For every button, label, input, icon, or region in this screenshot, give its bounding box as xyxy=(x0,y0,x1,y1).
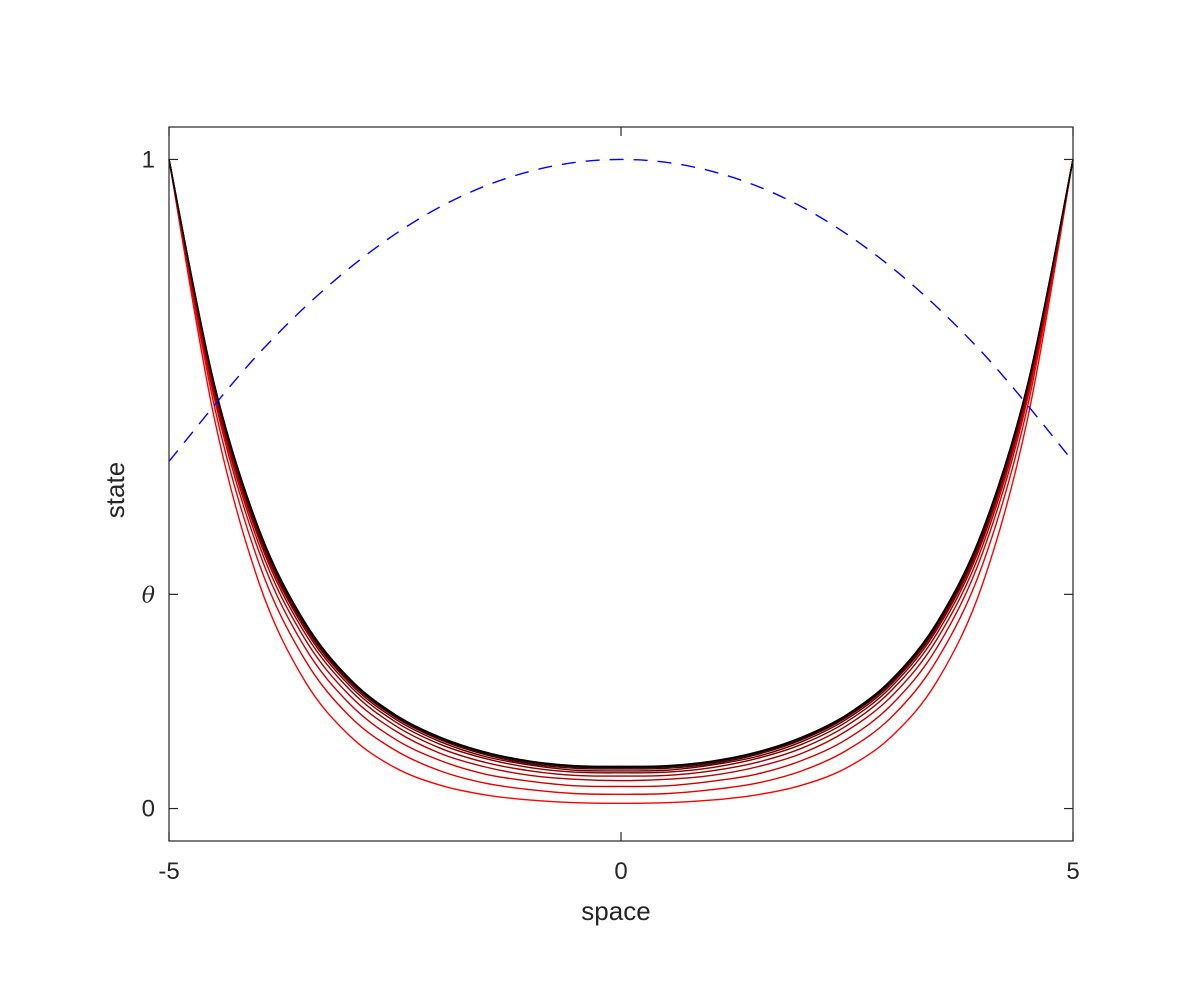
series-line-3 xyxy=(168,159,1074,788)
x-tick-label-1: -5 xyxy=(158,858,179,885)
series-line-7 xyxy=(168,159,1074,772)
series-line-6 xyxy=(168,159,1074,774)
y-axis-label: state xyxy=(100,462,130,518)
series-line-1 xyxy=(168,159,1074,805)
x-tick-label-3: 5 xyxy=(1066,858,1079,885)
y-axis: 0 θ 1 xyxy=(142,146,1073,823)
series-line-5 xyxy=(168,159,1074,777)
series-line-11 xyxy=(168,159,1074,768)
y-tick-label-3: 1 xyxy=(142,146,155,173)
series-line-9 xyxy=(168,159,1074,769)
series-line-4 xyxy=(168,159,1074,782)
y-tick-label-1: 0 xyxy=(142,796,155,823)
reference-curve-dashed xyxy=(168,158,1074,462)
axes-box xyxy=(168,126,1074,842)
y-tick-label-2: θ xyxy=(142,583,155,608)
x-axis: -5 0 5 xyxy=(158,127,1080,885)
x-axis-label: space xyxy=(581,896,650,926)
series-line-8 xyxy=(168,159,1074,770)
plot-area xyxy=(168,126,1074,842)
series-line-2 xyxy=(168,159,1074,795)
series-line-10 xyxy=(168,159,1074,768)
x-tick-label-2: 0 xyxy=(614,858,627,885)
